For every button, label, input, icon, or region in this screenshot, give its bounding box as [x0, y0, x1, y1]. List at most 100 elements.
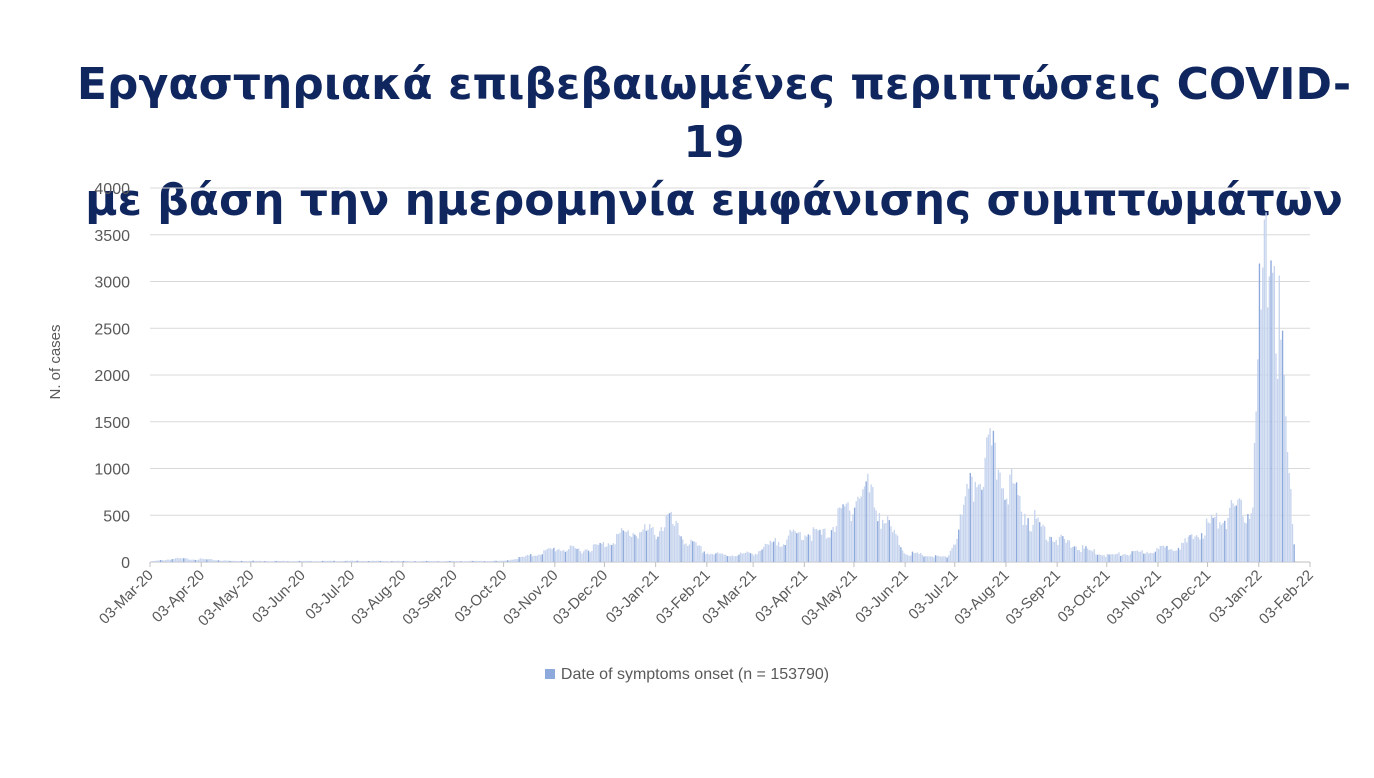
bar [184, 558, 187, 562]
bar [321, 560, 324, 562]
bar [242, 561, 244, 562]
bar [715, 553, 717, 562]
bar [1030, 531, 1033, 562]
bar [1245, 523, 1247, 562]
bar [1134, 550, 1137, 562]
bar [278, 560, 281, 562]
bar [1154, 551, 1157, 562]
bar [153, 561, 155, 562]
bar [933, 557, 935, 562]
bar [1205, 518, 1208, 562]
bar [1169, 549, 1171, 562]
bar [516, 559, 519, 562]
bar [267, 561, 269, 562]
x-tick-label: 03-Dec-21 [1153, 567, 1215, 629]
bar [1267, 307, 1269, 562]
bar [579, 551, 581, 562]
bar [943, 556, 945, 562]
bar [956, 538, 958, 562]
bar [493, 560, 496, 562]
bar [525, 555, 527, 562]
bar [551, 549, 553, 562]
bar [1271, 272, 1274, 562]
bar [1179, 549, 1181, 562]
bar [546, 548, 548, 562]
x-tick-label: 03-Jun-21 [852, 567, 912, 627]
bar [941, 556, 943, 562]
bar [1129, 554, 1132, 562]
bar [454, 561, 456, 562]
bar [967, 488, 970, 562]
bar [440, 561, 443, 562]
bar [158, 560, 160, 562]
bar [341, 561, 344, 562]
bar [660, 527, 662, 562]
bar [1004, 499, 1006, 562]
bar [1043, 526, 1046, 562]
bar [1098, 554, 1100, 562]
bar [250, 560, 253, 562]
bar [535, 555, 537, 562]
bar [1143, 553, 1145, 562]
bar [642, 529, 644, 562]
bar [844, 506, 846, 562]
bar [544, 550, 547, 562]
bar [194, 559, 196, 562]
x-tick-label: 03-Sep-21 [1002, 567, 1064, 629]
bar [450, 560, 453, 562]
bar [1077, 550, 1079, 562]
bar [254, 560, 256, 562]
bar [768, 544, 770, 562]
bar [652, 527, 654, 562]
bar [713, 554, 715, 562]
bar [1237, 499, 1239, 562]
bar [468, 561, 471, 562]
bar [1027, 518, 1029, 562]
x-tick-label: 03-Jun-20 [249, 567, 309, 627]
bar [331, 560, 334, 562]
bar [506, 560, 509, 562]
bar [349, 560, 352, 562]
bar [303, 560, 306, 562]
bar [602, 542, 605, 562]
bar [1080, 551, 1082, 562]
bar [1139, 551, 1142, 562]
bar [221, 560, 223, 562]
bar [726, 556, 729, 562]
bar [1273, 266, 1275, 562]
bar [1019, 496, 1021, 562]
bar [358, 560, 360, 562]
bar [951, 548, 953, 562]
bar [513, 559, 515, 562]
bar [447, 560, 449, 562]
bar [695, 542, 697, 562]
bar [503, 560, 505, 562]
bar [1123, 554, 1125, 562]
bar [639, 532, 641, 562]
bar [705, 554, 707, 562]
bar [310, 561, 312, 562]
bar [1210, 514, 1213, 562]
bar [910, 555, 912, 562]
bar [1039, 522, 1041, 562]
bar [348, 560, 350, 562]
bar [1258, 263, 1261, 562]
bar [690, 539, 692, 562]
bar [531, 556, 534, 562]
bar [1207, 522, 1209, 562]
bar [333, 560, 335, 562]
bar [526, 554, 529, 562]
bar [354, 560, 357, 562]
bar [1037, 517, 1039, 562]
bar [756, 554, 758, 562]
bar [966, 483, 968, 562]
bar [741, 553, 743, 562]
bar [908, 555, 910, 562]
bar [810, 540, 813, 562]
bar [619, 532, 621, 562]
bar [485, 561, 487, 562]
bar [632, 533, 634, 562]
bar [667, 514, 669, 562]
bar [244, 561, 246, 562]
bar [1113, 554, 1115, 562]
